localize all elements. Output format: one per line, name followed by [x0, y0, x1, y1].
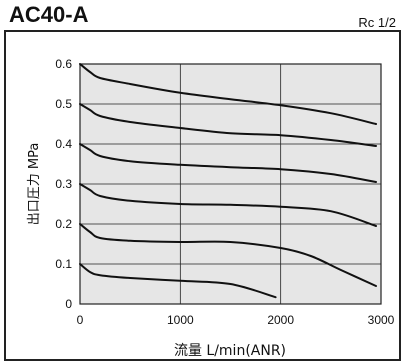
- y-tick-label: 0.2: [55, 217, 72, 231]
- y-tick-label: 0.3: [55, 177, 72, 191]
- y-tick-label: 0.4: [55, 137, 72, 151]
- x-tick-labels: 0 1000 2000 3000: [77, 313, 395, 327]
- series-line-2: [79, 103, 377, 147]
- series-group: [79, 63, 377, 299]
- x-axis-label: 流量 L/min(ANR): [174, 343, 286, 359]
- model-title: AC40-A: [9, 2, 89, 27]
- series-line-3: [79, 143, 377, 183]
- y-axis-label: 出口圧力 MPa: [27, 143, 42, 226]
- y-tick-label: 0.5: [55, 97, 72, 111]
- chart-header: AC40-A Rc 1/2: [0, 0, 405, 36]
- y-tick-label: 0: [65, 297, 72, 311]
- y-tick-label: 0.6: [55, 57, 72, 71]
- series-line-6: [79, 263, 277, 299]
- x-tick-label: 0: [77, 313, 84, 327]
- chart-frame: [4, 30, 401, 361]
- port-size-label: Rc 1/2: [358, 15, 396, 30]
- series-line-5: [79, 223, 377, 287]
- y-tick-label: 0.1: [55, 257, 72, 271]
- x-tick-label: 1000: [167, 313, 194, 327]
- series-line-4: [79, 183, 377, 227]
- y-tick-labels: 0 0.1 0.2 0.3 0.4 0.5 0.6: [55, 57, 72, 311]
- x-tick-label: 3000: [368, 313, 395, 327]
- series-line-1: [79, 63, 377, 125]
- grid-lines: [80, 64, 381, 304]
- x-tick-label: 2000: [267, 313, 294, 327]
